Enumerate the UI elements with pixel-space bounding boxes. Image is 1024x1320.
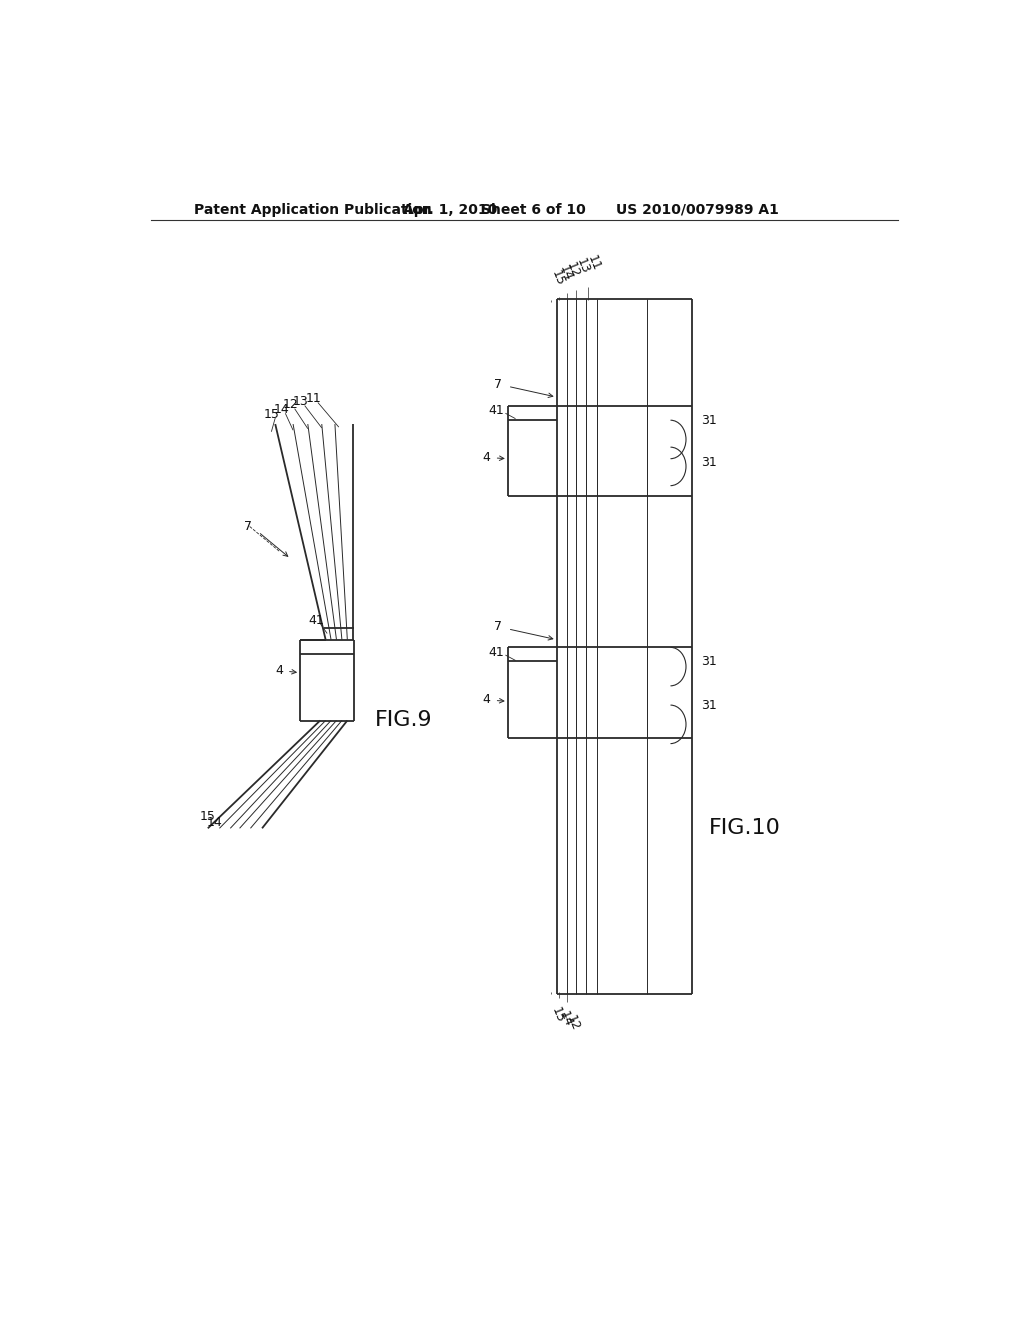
Text: 14: 14 (557, 1010, 574, 1028)
Text: 31: 31 (701, 413, 717, 426)
Text: 15: 15 (549, 1006, 567, 1026)
Text: 7: 7 (495, 620, 503, 634)
Text: 11: 11 (306, 392, 322, 405)
Text: Apr. 1, 2010: Apr. 1, 2010 (403, 203, 498, 216)
Text: 31: 31 (701, 655, 717, 668)
Text: 41: 41 (488, 647, 504, 659)
Text: 13: 13 (293, 395, 308, 408)
Text: 15: 15 (549, 268, 567, 288)
Text: 4: 4 (482, 693, 490, 706)
Text: 7: 7 (495, 378, 503, 391)
Text: 12: 12 (283, 399, 299, 412)
Text: 13: 13 (573, 256, 592, 276)
Text: Sheet 6 of 10: Sheet 6 of 10 (480, 203, 586, 216)
Text: Patent Application Publication: Patent Application Publication (194, 203, 432, 216)
Text: 7: 7 (244, 520, 252, 533)
Text: 15: 15 (263, 408, 280, 421)
Text: US 2010/0079989 A1: US 2010/0079989 A1 (616, 203, 779, 216)
Text: 14: 14 (557, 264, 574, 284)
Text: 31: 31 (701, 455, 717, 469)
Text: 14: 14 (273, 403, 290, 416)
Text: 31: 31 (701, 698, 717, 711)
Text: FIG.10: FIG.10 (710, 818, 781, 838)
Text: 12: 12 (564, 1014, 583, 1032)
Text: 12: 12 (564, 260, 583, 280)
Text: 4: 4 (482, 450, 490, 463)
Text: 11: 11 (586, 253, 603, 273)
Text: 41: 41 (488, 404, 504, 417)
Text: FIG.9: FIG.9 (375, 710, 432, 730)
Text: 4: 4 (275, 664, 283, 677)
Text: 15: 15 (200, 810, 216, 824)
Text: 41: 41 (308, 614, 325, 627)
Text: 14: 14 (207, 816, 222, 829)
